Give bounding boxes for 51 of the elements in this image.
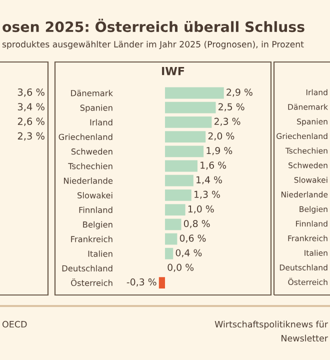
bar [165, 116, 212, 128]
bar [165, 248, 174, 260]
text: 3,4 % [18, 103, 44, 112]
bar [165, 87, 224, 99]
bar [165, 174, 194, 186]
bar [165, 233, 178, 245]
bar [165, 102, 216, 114]
y-tick-label: Spanien [80, 104, 112, 112]
data-label: 2,5 % [218, 103, 244, 112]
y-tick-label: Schweden [71, 148, 112, 155]
data-label: 1,3 % [194, 190, 220, 199]
text: Wirtschaftspolitiknews für [214, 320, 328, 330]
bar [165, 146, 204, 158]
text: sproduktes ausgewählter Länder im Jahr 2025 (Prognosen), in Prozent [2, 40, 304, 50]
data-label: 0,6 % [180, 234, 206, 243]
y-tick-label: Griechenland [58, 134, 112, 140]
y-tick-label: Tschechien [68, 162, 112, 170]
data-label: 1,0 % [188, 205, 214, 214]
data-label: 2,3 % [214, 118, 240, 126]
y-tick-label: Finnland [79, 206, 112, 214]
bar [165, 190, 192, 201]
data-label: 0,0 % [168, 264, 194, 272]
text: 2,6 % [18, 118, 44, 126]
bar [165, 204, 186, 216]
y-tick-label: Frankreich [71, 236, 112, 242]
y-tick-label: Deutschland [62, 265, 112, 272]
data-label: 2,9 % [226, 88, 252, 97]
y-tick-label: Irland [90, 119, 112, 126]
text: OECD [2, 320, 27, 328]
chart-title: IWF [162, 66, 184, 76]
bar [165, 160, 198, 172]
y-tick-label: Slowakei [78, 192, 112, 198]
data-label: 1,9 % [206, 146, 232, 156]
text: osen 2025: Österreich überall Schluss [2, 18, 304, 32]
data-label: -0,3 % [126, 278, 156, 287]
bar [158, 277, 165, 288]
data-label: 1,6 % [200, 162, 226, 170]
bar [165, 131, 206, 142]
text: 3,6 % [18, 88, 44, 97]
y-tick-label: Niederlande [64, 177, 113, 184]
text: 2,3 % [18, 132, 44, 141]
data-label: 1,4 % [196, 176, 222, 184]
text: Newsletter [282, 334, 328, 342]
data-label: 2,0 % [208, 132, 234, 141]
y-tick-label: Italien [88, 250, 112, 257]
y-tick-label: Dänemark [71, 90, 113, 96]
bar [165, 218, 182, 230]
data-label: 0,8 % [184, 220, 210, 228]
y-tick-label: Belgien [83, 221, 112, 230]
data-label: 0,4 % [176, 249, 202, 258]
y-tick-label: Österreich [71, 278, 112, 286]
